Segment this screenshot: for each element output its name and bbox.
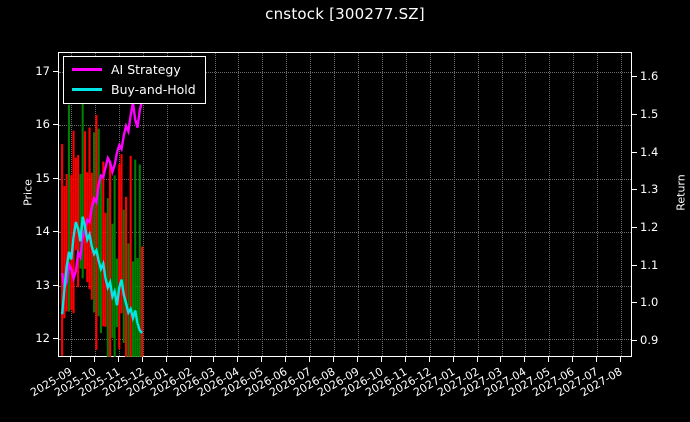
x-tick-mark (548, 357, 550, 362)
y-tick-mark-right (632, 114, 637, 116)
x-tick-mark (69, 357, 71, 362)
x-tick-mark (309, 357, 311, 362)
y-tick-label-right: 1.5 (640, 107, 659, 122)
legend-label: Buy-and-Hold (111, 82, 196, 97)
y-tick-label-left: 15 (35, 170, 50, 185)
x-tick-mark (452, 357, 454, 362)
grid-line-vertical (549, 53, 551, 356)
x-tick-mark (404, 357, 406, 362)
x-tick-mark (476, 357, 478, 362)
grid-line-horizontal (59, 232, 631, 234)
grid-line-vertical (190, 53, 192, 356)
legend: AI Strategy Buy-and-Hold (63, 56, 206, 104)
grid-line-vertical (310, 53, 312, 356)
x-tick-mark (285, 357, 287, 362)
y-tick-mark-left (53, 177, 58, 179)
x-tick-mark (380, 357, 382, 362)
x-tick-mark (620, 357, 622, 362)
x-tick-mark (141, 357, 143, 362)
y-tick-label-right: 1.1 (640, 257, 659, 272)
y-tick-mark-left (53, 70, 58, 72)
series-container (60, 64, 144, 357)
y-tick-label-right: 1.0 (640, 295, 659, 310)
legend-item[interactable]: Buy-and-Hold (72, 82, 196, 97)
y-tick-label-left: 12 (35, 331, 50, 346)
grid-line-vertical (286, 53, 288, 356)
legend-swatch (72, 88, 102, 91)
y-tick-label-left: 17 (35, 63, 50, 78)
grid-line-vertical (262, 53, 264, 356)
y-tick-mark-right (632, 340, 637, 342)
x-tick-mark (500, 357, 502, 362)
y-tick-mark-left (53, 231, 58, 233)
page-title: cnstock [300277.SZ] (265, 5, 425, 23)
x-tick-mark (572, 357, 574, 362)
grid-line-vertical (453, 53, 455, 356)
x-tick-mark (165, 357, 167, 362)
x-tick-mark (356, 357, 358, 362)
series-line-buy-and-hold (60, 216, 143, 334)
x-tick-mark (261, 357, 263, 362)
x-tick-mark (596, 357, 598, 362)
y-tick-mark-right (632, 264, 637, 266)
series-line-ai-strategy (60, 100, 144, 292)
grid-lines (59, 53, 631, 356)
y-tick-label-left: 16 (35, 117, 50, 132)
legend-swatch (72, 68, 102, 71)
x-tick-mark (428, 357, 430, 362)
grid-line-vertical (429, 53, 431, 356)
grid-line-vertical (334, 53, 335, 356)
grid-line-horizontal (59, 178, 631, 180)
y-tick-label-right: 1.6 (640, 69, 659, 84)
grid-line-horizontal (59, 125, 631, 127)
y-tick-mark-right (632, 76, 637, 78)
x-tick-mark (237, 357, 239, 362)
grid-line-vertical (358, 53, 359, 356)
grid-line-vertical (214, 53, 216, 356)
grid-line-vertical (405, 53, 407, 356)
x-tick-mark (213, 357, 215, 362)
grid-line-vertical (501, 53, 503, 356)
y-tick-label-right: 1.4 (640, 144, 659, 159)
y-tick-label-right: 1.2 (640, 220, 659, 235)
y-tick-mark-right (632, 151, 637, 153)
y-tick-mark-left (53, 338, 58, 340)
x-tick-mark (189, 357, 191, 362)
legend-item[interactable]: AI Strategy (72, 62, 196, 77)
grid-line-vertical (525, 53, 527, 356)
grid-line-vertical (238, 53, 240, 356)
y-tick-mark-right (632, 302, 637, 304)
y-tick-mark-left (53, 284, 58, 286)
y-tick-mark-right (632, 189, 637, 191)
grid-line-vertical (597, 53, 599, 356)
y-tick-label-right: 0.9 (640, 333, 659, 348)
grid-line-horizontal (59, 339, 631, 341)
x-tick-mark (333, 357, 335, 362)
legend-label: AI Strategy (111, 62, 181, 77)
y-tick-label-left: 13 (35, 277, 50, 292)
grid-line-vertical (573, 53, 575, 356)
grid-line-vertical (477, 53, 479, 356)
y-tick-mark-left (53, 124, 58, 126)
y-axis-label-right: Return (674, 174, 688, 211)
x-tick-mark (93, 357, 95, 362)
grid-line-vertical (381, 53, 383, 356)
x-tick-mark (524, 357, 526, 362)
grid-line-horizontal (59, 285, 631, 287)
y-tick-mark-right (632, 227, 637, 229)
y-tick-label-left: 14 (35, 224, 50, 239)
grid-line-vertical (166, 53, 168, 356)
y-tick-label-right: 1.3 (640, 182, 659, 197)
grid-line-horizontal (59, 71, 631, 73)
x-tick-mark (117, 357, 119, 362)
grid-line-vertical (142, 53, 144, 356)
grid-line-vertical (621, 53, 622, 356)
